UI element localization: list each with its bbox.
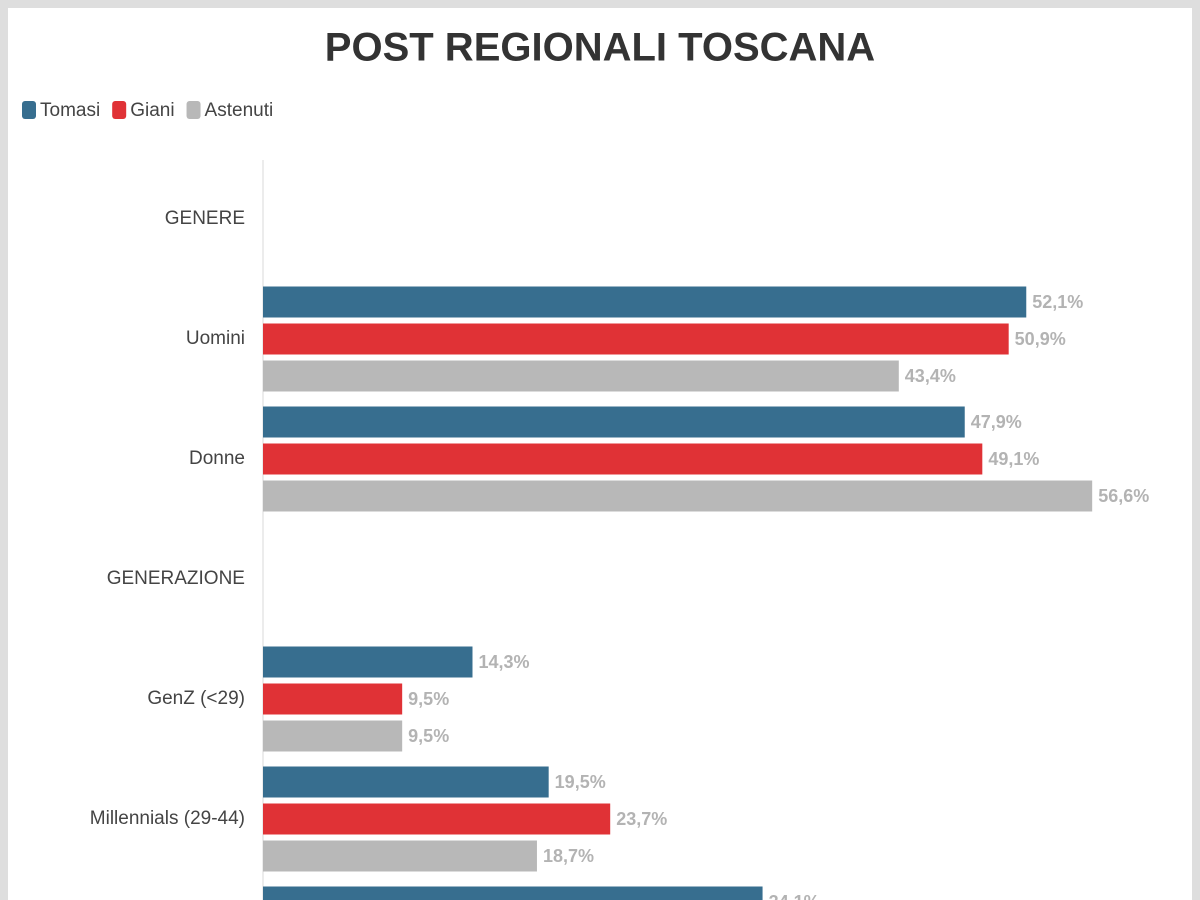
- value-label: 9,5%: [408, 689, 449, 709]
- value-label: 9,5%: [408, 726, 449, 746]
- bar: [263, 360, 899, 392]
- value-label: 18,7%: [543, 846, 594, 866]
- legend-swatch: [22, 101, 36, 119]
- bar: [263, 646, 473, 678]
- bar: [263, 406, 965, 438]
- category-label: GENERE: [165, 208, 245, 229]
- value-label: 47,9%: [971, 412, 1022, 432]
- bar: [263, 286, 1027, 318]
- value-label: 14,3%: [478, 652, 529, 672]
- category-label: Uomini: [186, 328, 245, 349]
- bar: [263, 840, 537, 872]
- bar: [263, 766, 549, 798]
- value-label: 43,4%: [905, 366, 956, 386]
- bar: [263, 720, 403, 752]
- bar: [263, 886, 763, 900]
- bar: [263, 443, 983, 475]
- category-label: Millennials (29-44): [90, 808, 245, 829]
- category-label: GENERAZIONE: [107, 568, 245, 589]
- legend-label: Astenuti: [205, 100, 274, 121]
- bar: [263, 803, 611, 835]
- category-label: GenZ (<29): [147, 688, 245, 709]
- value-label: 50,9%: [1015, 329, 1066, 349]
- legend-swatch: [186, 101, 201, 119]
- value-label: 56,6%: [1098, 486, 1149, 506]
- bar: [263, 683, 403, 715]
- legend-swatch: [112, 101, 127, 119]
- chart-title: POST REGIONALI TOSCANA: [325, 26, 875, 70]
- value-label: 34,1%: [769, 892, 820, 900]
- value-label: 23,7%: [616, 809, 667, 829]
- category-label: Donne: [189, 448, 245, 469]
- value-label: 19,5%: [555, 772, 606, 792]
- value-label: 49,1%: [988, 449, 1039, 469]
- legend-label: Tomasi: [40, 100, 100, 121]
- legend-label: Giani: [130, 100, 174, 121]
- value-label: 52,1%: [1032, 292, 1083, 312]
- bar: [263, 480, 1093, 512]
- bar: [263, 323, 1009, 355]
